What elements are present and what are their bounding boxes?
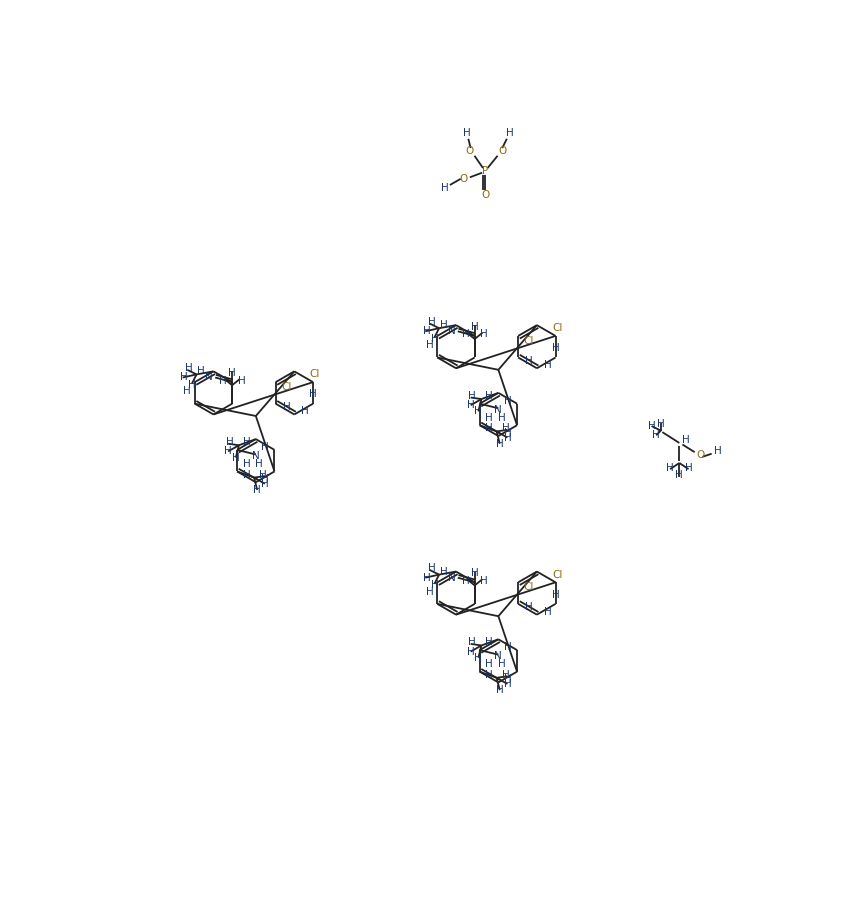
Text: H: H xyxy=(485,423,493,433)
Text: H: H xyxy=(243,437,251,447)
Text: H: H xyxy=(463,128,471,138)
Text: H: H xyxy=(485,412,493,422)
Text: H: H xyxy=(474,652,482,662)
Text: H: H xyxy=(496,685,503,695)
Text: H: H xyxy=(502,423,509,433)
Text: H: H xyxy=(423,572,430,582)
Text: H: H xyxy=(237,375,246,385)
Text: H: H xyxy=(198,366,205,376)
Text: H: H xyxy=(261,442,269,452)
Text: Cl: Cl xyxy=(281,382,291,392)
Text: H: H xyxy=(219,375,227,385)
Text: Cl: Cl xyxy=(309,369,320,380)
Text: H: H xyxy=(714,446,722,455)
Text: H: H xyxy=(496,438,503,449)
Text: H: H xyxy=(226,437,234,447)
Text: H: H xyxy=(183,386,191,396)
Text: H: H xyxy=(426,340,434,350)
Text: H: H xyxy=(681,435,690,445)
Text: N: N xyxy=(205,373,213,382)
Text: Cl: Cl xyxy=(551,570,563,580)
Text: H: H xyxy=(485,659,493,669)
Text: H: H xyxy=(243,459,251,469)
Text: H: H xyxy=(504,642,512,652)
Text: H: H xyxy=(224,446,232,456)
Text: H: H xyxy=(525,356,533,365)
Text: H: H xyxy=(506,128,514,138)
Text: H: H xyxy=(428,317,436,327)
Text: H: H xyxy=(497,412,505,422)
Text: O: O xyxy=(697,450,705,460)
Text: H: H xyxy=(503,679,511,689)
Text: Cl: Cl xyxy=(524,582,534,592)
Text: H: H xyxy=(503,433,511,443)
Text: H: H xyxy=(440,320,448,330)
Text: H: H xyxy=(242,470,250,480)
Text: H: H xyxy=(430,334,438,344)
Text: H: H xyxy=(309,390,317,400)
Text: H: H xyxy=(485,670,493,680)
Text: H: H xyxy=(283,401,290,412)
Text: H: H xyxy=(261,474,269,484)
Text: O: O xyxy=(481,190,490,200)
Text: H: H xyxy=(657,419,665,429)
Text: H: H xyxy=(430,580,438,590)
Text: H: H xyxy=(188,380,196,391)
Text: H: H xyxy=(180,373,188,382)
Text: H: H xyxy=(648,421,655,431)
Text: O: O xyxy=(498,146,506,156)
Text: H: H xyxy=(667,463,674,473)
Text: Cl: Cl xyxy=(524,336,534,346)
Text: H: H xyxy=(471,568,478,578)
Text: H: H xyxy=(468,637,476,647)
Text: H: H xyxy=(423,327,430,337)
Text: H: H xyxy=(503,428,511,438)
Text: H: H xyxy=(302,407,309,417)
Text: H: H xyxy=(525,602,533,612)
Text: N: N xyxy=(495,652,503,662)
Text: H: H xyxy=(261,479,269,489)
Text: O: O xyxy=(466,146,474,156)
Text: H: H xyxy=(497,659,505,669)
Text: H: H xyxy=(544,360,551,370)
Text: H: H xyxy=(544,607,551,616)
Text: H: H xyxy=(471,321,478,332)
Text: Cl: Cl xyxy=(551,323,563,333)
Text: H: H xyxy=(461,576,469,586)
Text: H: H xyxy=(503,674,511,684)
Text: H: H xyxy=(461,329,469,339)
Text: H: H xyxy=(551,590,559,599)
Text: H: H xyxy=(426,587,434,597)
Text: N: N xyxy=(448,327,455,337)
Text: H: H xyxy=(232,453,240,463)
Text: H: H xyxy=(228,368,236,378)
Text: H: H xyxy=(255,459,263,469)
Text: H: H xyxy=(253,485,261,495)
Text: H: H xyxy=(474,407,482,417)
Text: H: H xyxy=(485,637,493,647)
Text: P: P xyxy=(482,166,489,176)
Text: N: N xyxy=(252,451,259,461)
Text: H: H xyxy=(442,183,449,194)
Text: H: H xyxy=(652,430,660,440)
Text: H: H xyxy=(466,400,474,410)
Text: H: H xyxy=(440,566,448,577)
Text: H: H xyxy=(675,471,683,481)
Text: H: H xyxy=(685,463,692,473)
Text: H: H xyxy=(480,329,488,339)
Text: N: N xyxy=(448,572,455,582)
Text: H: H xyxy=(551,343,559,353)
Text: H: H xyxy=(259,470,267,480)
Text: H: H xyxy=(428,563,436,573)
Text: H: H xyxy=(468,391,476,401)
Text: H: H xyxy=(504,396,512,406)
Text: H: H xyxy=(466,646,474,657)
Text: H: H xyxy=(502,670,509,680)
Text: N: N xyxy=(495,405,503,415)
Text: H: H xyxy=(185,364,192,374)
Text: O: O xyxy=(460,174,468,184)
Text: H: H xyxy=(485,391,493,401)
Text: H: H xyxy=(480,576,488,586)
